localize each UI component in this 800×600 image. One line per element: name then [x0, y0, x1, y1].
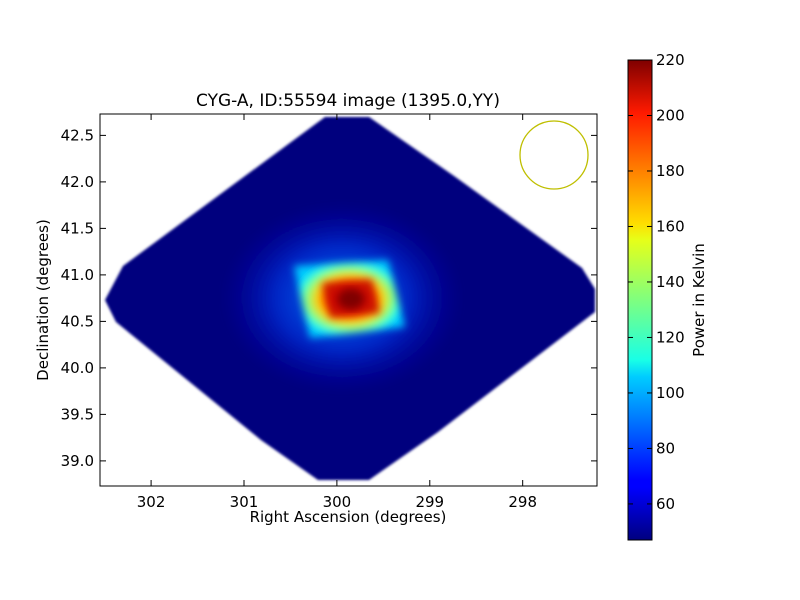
colorbar-gradient — [627, 59, 653, 541]
chart-title: CYG-A, ID:55594 image (1395.0,YY) — [196, 91, 500, 111]
colorbar-tick-label: 140 — [656, 273, 685, 291]
plot-area: 302 301 300 299 298 39.0 39.5 40.0 40.5 41.0 41.5… — [61, 113, 598, 511]
x-tick-label: 299 — [415, 493, 444, 511]
y-ticks: 39.0 39.5 40.0 40.5 41.0 41.5 42.0 42.5 — [61, 126, 597, 470]
y-tick-label: 40.5 — [61, 312, 94, 330]
colorbar-tick-label: 60 — [656, 495, 675, 513]
colorbar: 60 80 100 120 140 160 180 200 220 Power in Kelvi… — [627, 51, 708, 541]
plot-frame — [99, 113, 598, 487]
colorbar-tick-label: 200 — [656, 106, 685, 124]
colorbar-ticks: 60 80 100 120 140 160 180 200 220 — [628, 51, 685, 513]
x-ticks: 302 301 300 299 298 — [137, 114, 537, 511]
colorbar-tick-label: 220 — [656, 51, 685, 69]
x-tick-label: 298 — [508, 493, 537, 511]
y-tick-label: 39.5 — [61, 405, 94, 423]
colorbar-tick-label: 160 — [656, 217, 685, 235]
colorbar-tick-label: 180 — [656, 162, 685, 180]
x-axis-label: Right Ascension (degrees) — [250, 508, 447, 526]
y-tick-label: 42.0 — [61, 173, 94, 191]
source-peak-center — [338, 289, 364, 309]
y-tick-label: 40.0 — [61, 359, 94, 377]
colorbar-tick-label: 120 — [656, 328, 685, 346]
x-tick-label: 300 — [323, 493, 352, 511]
beam-circle — [519, 120, 589, 190]
y-tick-label: 41.0 — [61, 266, 94, 284]
colorbar-label: Power in Kelvin — [690, 243, 708, 357]
colorbar-tick-label: 80 — [656, 439, 675, 457]
colorbar-tick-label: 100 — [656, 384, 685, 402]
x-tick-label: 302 — [137, 493, 166, 511]
y-tick-label: 41.5 — [61, 219, 94, 237]
y-tick-label: 39.0 — [61, 452, 94, 470]
y-axis-label: Declination (degrees) — [34, 219, 52, 381]
x-tick-label: 301 — [230, 493, 259, 511]
y-tick-label: 42.5 — [61, 126, 94, 144]
